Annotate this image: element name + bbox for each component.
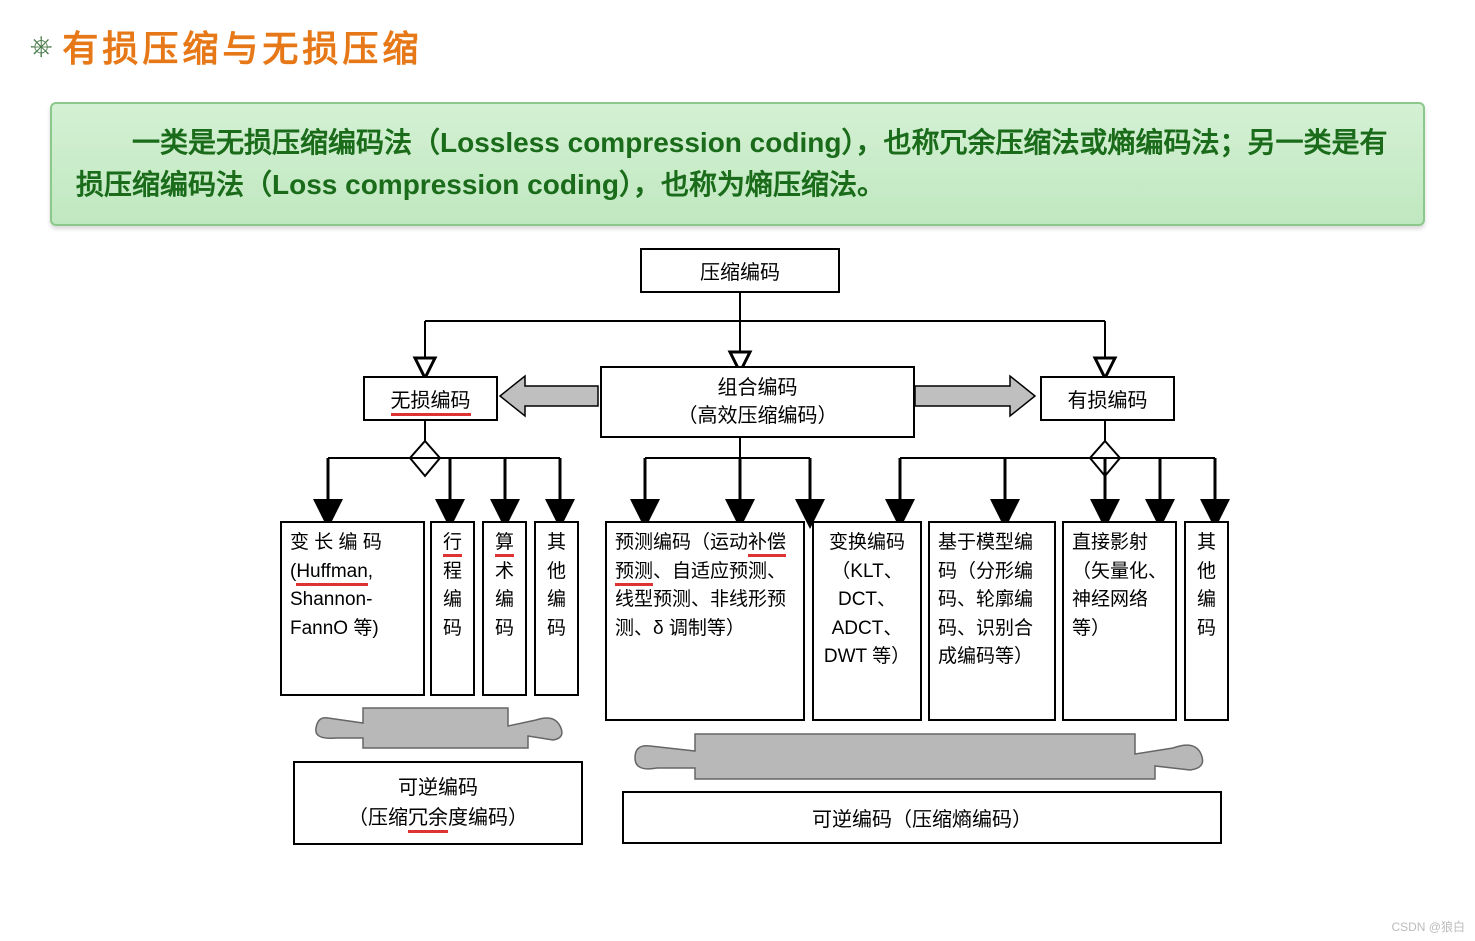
leaf-direct: 直接影射（矢量化、神经网络等） xyxy=(1062,521,1177,721)
leaf-rle: 行程编码 xyxy=(430,521,475,696)
leaf-direct-text: 直接影射（矢量化、神经网络等） xyxy=(1072,532,1167,639)
leaf-other2-text: 其他编码 xyxy=(1197,532,1216,639)
title-row: ⎈ 有损压缩与无损压缩 xyxy=(30,20,1445,72)
node-root: 压缩编码 xyxy=(640,248,840,293)
bottom-lossless-l1: 可逆编码 xyxy=(307,773,569,803)
compression-tree-diagram: 压缩编码 无损编码 组合编码 （高效压缩编码） 有损编码 变 长 编 码 (Hu… xyxy=(50,246,1250,886)
leaf-model: 基于模型编码（分形编码、轮廓编码、识别合成编码等） xyxy=(928,521,1056,721)
node-lossy: 有损编码 xyxy=(1040,376,1175,421)
bottom-lossless-l2: （压缩冗余度编码） xyxy=(307,803,569,833)
bottom-lossy-text: 可逆编码（压缩熵编码） xyxy=(812,809,1032,831)
leaf-predict-text: 预测编码（运动补偿预测、自适应预测、线型预测、非线形预测、δ 调制等） xyxy=(615,532,786,639)
bottom-lossless: 可逆编码 （压缩冗余度编码） xyxy=(293,761,583,845)
node-lossy-label: 有损编码 xyxy=(1068,390,1148,412)
node-combined-l2: （高效压缩编码） xyxy=(610,402,905,430)
node-root-label: 压缩编码 xyxy=(700,262,780,284)
leaf-varlen-text: 变 长 编 码 (Huffman, Shannon-FannO 等) xyxy=(290,532,382,639)
leaf-transform-text: 变换编码（KLT、DCT、ADCT、DWT 等） xyxy=(824,532,910,667)
leaf-arith-text: 算术编码 xyxy=(495,532,514,639)
leaf-arith: 算术编码 xyxy=(482,521,527,696)
leaf-rle-text: 行程编码 xyxy=(443,532,462,639)
banner-right xyxy=(625,724,1215,789)
watermark: CSDN @狼白 xyxy=(1391,918,1465,935)
leaf-transform: 变换编码（KLT、DCT、ADCT、DWT 等） xyxy=(812,521,922,721)
leaf-other2: 其他编码 xyxy=(1184,521,1229,721)
leaf-other1: 其他编码 xyxy=(534,521,579,696)
wheel-icon: ⎈ xyxy=(30,30,52,63)
page-title: 有损压缩与无损压缩 xyxy=(62,20,422,72)
leaf-model-text: 基于模型编码（分形编码、轮廓编码、识别合成编码等） xyxy=(938,532,1033,667)
node-combined: 组合编码 （高效压缩编码） xyxy=(600,366,915,438)
node-lossless: 无损编码 xyxy=(363,376,498,421)
leaf-varlen: 变 长 编 码 (Huffman, Shannon-FannO 等) xyxy=(280,521,425,696)
bottom-lossy: 可逆编码（压缩熵编码） xyxy=(622,791,1222,844)
banner-left xyxy=(308,698,568,758)
leaf-other1-text: 其他编码 xyxy=(547,532,566,639)
node-combined-l1: 组合编码 xyxy=(610,374,905,402)
intro-box: 一类是无损压缩编码法（Lossless compression coding），… xyxy=(50,102,1425,226)
node-lossless-label: 无损编码 xyxy=(391,390,471,416)
leaf-predict: 预测编码（运动补偿预测、自适应预测、线型预测、非线形预测、δ 调制等） xyxy=(605,521,805,721)
